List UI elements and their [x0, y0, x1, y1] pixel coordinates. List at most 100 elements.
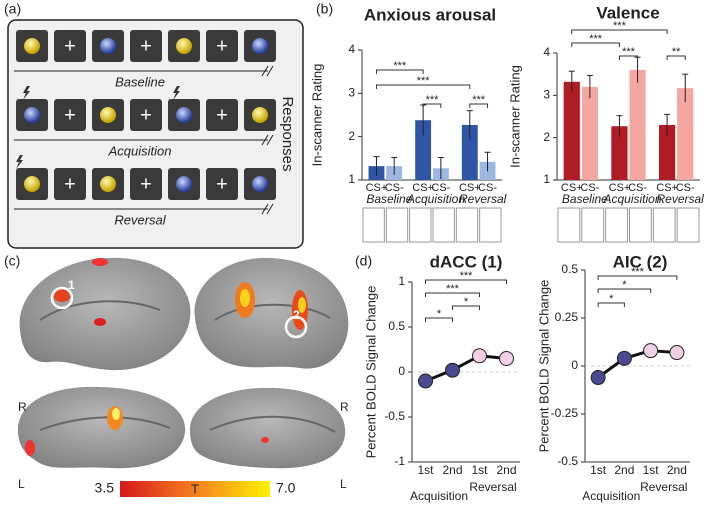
stimulus-icon [676, 207, 700, 243]
bar [563, 81, 580, 180]
y-tick-label: 0 [398, 364, 405, 378]
mean-point [418, 373, 433, 389]
significance-bracket [425, 279, 507, 284]
roi-label: 1 [68, 278, 75, 292]
panel-label: (b) [316, 1, 333, 17]
significance-bracket [597, 302, 625, 307]
stimulus-box [54, 30, 86, 62]
significance-bracket [597, 275, 678, 280]
stimulus-box [130, 99, 162, 131]
y-tick-label: 0 [571, 358, 578, 372]
mean-point [616, 350, 632, 366]
stimulus-box [54, 168, 86, 200]
hemisphere-label: R [18, 400, 27, 414]
stimulus-icon [385, 207, 409, 243]
significance-bracket [425, 292, 480, 297]
mean-point [669, 345, 685, 361]
stimulus-icon [409, 207, 432, 243]
y-axis-label: In-scanner Rating [309, 64, 324, 167]
group-label: Reversal [459, 192, 507, 206]
significance-label: *** [613, 20, 627, 32]
significance-bracket [422, 103, 442, 108]
colorbar-label: T [191, 481, 199, 496]
stimulus [252, 107, 268, 123]
y-tick-label: 4 [543, 45, 550, 59]
bar [611, 126, 628, 180]
stimulus-icon [455, 207, 479, 243]
mean-point [472, 348, 487, 364]
significance-label: ** [672, 46, 681, 58]
task-rows: + + + Baseline + + + Acquisition + + + Reversal [14, 30, 276, 227]
stimulus [24, 38, 40, 54]
x-tick-label: CS- [580, 182, 599, 194]
mean-point [643, 343, 659, 359]
stimulus-icon [629, 207, 652, 243]
stimulus-box [206, 30, 238, 62]
chart-title: Anxious arousal [364, 5, 496, 24]
group-label: Acquisition [602, 192, 661, 206]
timeline-break [266, 134, 274, 146]
chart-title: AIC (2) [613, 252, 668, 271]
significance-bracket [597, 288, 652, 293]
significance-label: *** [426, 94, 440, 106]
group-label: Acquisition [582, 489, 640, 503]
fixation: + [64, 35, 76, 57]
x-tick-label: CS+ [656, 182, 678, 194]
hemisphere-label: R [340, 400, 349, 414]
bar [415, 120, 432, 180]
y-tick-label: 0.5 [388, 319, 405, 333]
timeline-break [266, 65, 274, 77]
x-tick-label: CS- [676, 182, 695, 194]
x-tick-label: 1st [643, 463, 660, 477]
stimulus-box [130, 168, 162, 200]
group-label: Reversal [656, 192, 704, 206]
x-tick-label: 2nd [496, 463, 516, 477]
group-label: Acquisition [406, 192, 465, 206]
significance-label: *** [622, 46, 636, 58]
brain [18, 386, 186, 469]
significance-bracket [666, 55, 686, 60]
x-tick-label: 2nd [442, 463, 462, 477]
x-tick-label: 2nd [614, 463, 634, 477]
y-tick-label: 1 [543, 172, 550, 186]
colorbar-tick-label: 3.5 [95, 480, 115, 496]
significance-label: * [437, 308, 442, 320]
mean-line [424, 354, 507, 383]
significance-bracket [375, 69, 424, 74]
hemisphere-label: L [18, 477, 25, 491]
y-tick-label: -0.25 [551, 406, 579, 420]
stimulus-icon [362, 207, 385, 243]
panel-label: (a) [4, 1, 21, 17]
chart-title: dACC (1) [430, 252, 503, 271]
y-tick-label: 1 [348, 172, 355, 186]
significance-label: *** [393, 60, 407, 72]
significance-label: *** [589, 33, 603, 45]
timeline-break [261, 203, 269, 215]
stimulus-icon [432, 207, 455, 243]
stimulus [100, 176, 116, 192]
significance-label: * [609, 293, 614, 305]
stimulus [176, 176, 192, 192]
x-tick-label: 1st [417, 463, 434, 477]
y-axis-label: Percent BOLD Signal Change [363, 286, 378, 459]
bar [659, 124, 676, 180]
brain [194, 257, 349, 369]
significance-label: *** [631, 266, 645, 278]
panel-label: (d) [355, 253, 372, 269]
timeline-break [266, 203, 274, 215]
significance-label: * [464, 296, 469, 308]
group-label: Baseline [562, 192, 608, 206]
group-label: Baseline [366, 192, 412, 206]
x-tick-label: 2nd [667, 463, 687, 477]
brain-images [18, 257, 349, 469]
stimulus-icon [652, 207, 676, 243]
mean-line [597, 349, 677, 379]
mean-point [445, 362, 460, 378]
timeline-break [261, 134, 269, 146]
fixation: + [140, 35, 152, 57]
x-tick-label: CS+ [609, 182, 631, 194]
phase-label: Reversal [114, 212, 166, 227]
chart-title: Valence [596, 3, 659, 22]
fixation: + [140, 104, 152, 126]
